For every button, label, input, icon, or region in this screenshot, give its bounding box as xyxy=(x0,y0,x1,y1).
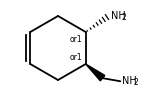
Polygon shape xyxy=(86,64,105,81)
Text: 2: 2 xyxy=(133,78,138,87)
Text: or1: or1 xyxy=(69,34,82,43)
Text: 2: 2 xyxy=(122,13,126,22)
Text: or1: or1 xyxy=(69,53,82,62)
Text: NH: NH xyxy=(111,11,125,21)
Text: NH: NH xyxy=(122,76,137,86)
